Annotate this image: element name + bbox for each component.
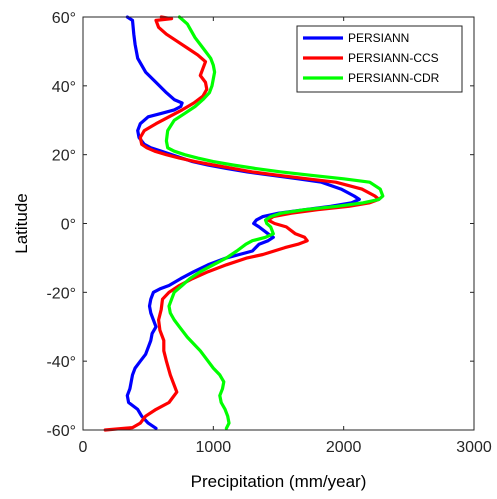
series-layer <box>103 15 385 432</box>
x-tick-label: 0 <box>79 439 88 456</box>
x-tick-label: 3000 <box>456 439 492 456</box>
legend-label-persiann: PERSIANN <box>348 31 409 45</box>
y-tick-label: 40° <box>52 79 76 96</box>
series-line-persiann <box>125 15 361 430</box>
x-tick-label: 1000 <box>196 439 232 456</box>
y-axis-title: Latitude <box>12 193 31 254</box>
y-tick-label: 20° <box>52 148 76 165</box>
y-tick-label: 60° <box>52 10 76 27</box>
legend-label-persiann-ccs: PERSIANN-CCS <box>348 51 439 65</box>
legend-label-persiann-cdr: PERSIANN-CDR <box>348 71 440 85</box>
y-tick-label: -40° <box>46 354 76 371</box>
y-axis-ticks: -60° -40° -20° 0° 20° 40° 60° <box>46 10 474 440</box>
legend: PERSIANN PERSIANN-CCS PERSIANN-CDR <box>296 25 463 93</box>
x-axis-ticks: 0 1000 2000 3000 <box>79 17 492 456</box>
x-axis-title: Precipitation (mm/year) <box>191 472 367 491</box>
y-tick-label: 0° <box>61 217 76 234</box>
y-tick-label: -60° <box>46 423 76 440</box>
x-tick-label: 2000 <box>326 439 362 456</box>
y-tick-label: -20° <box>46 285 76 302</box>
series-line-persiann-cdr <box>164 15 385 430</box>
